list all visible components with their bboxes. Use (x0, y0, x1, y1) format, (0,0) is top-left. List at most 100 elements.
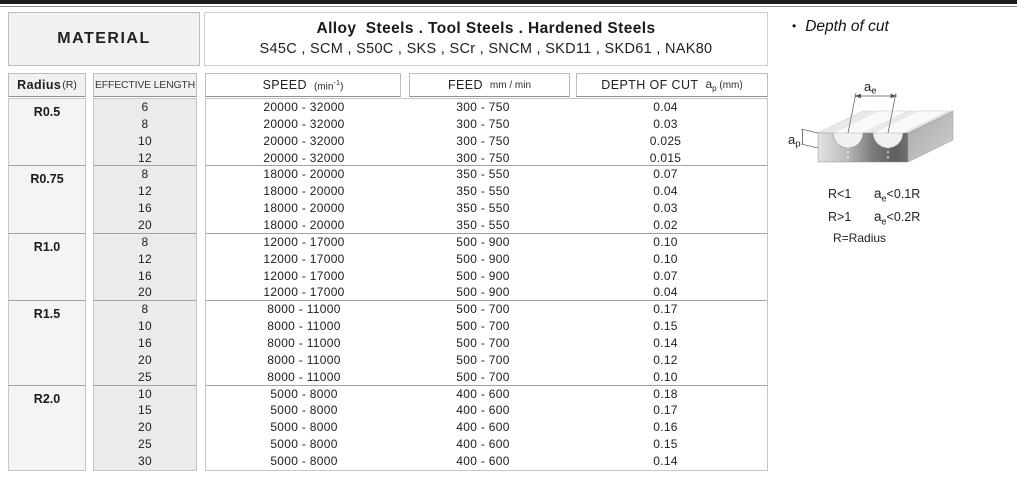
block-front-face (817, 132, 909, 163)
values-row: 20000 - 32000 300 - 750 0.04 (206, 99, 767, 116)
values-group: 8000 - 11000 500 - 700 0.17 8000 - 11000 500… (206, 301, 767, 386)
depth-cell: 0.14 (653, 454, 678, 469)
length-group: 8 10 16 20 25 (94, 301, 196, 386)
feed-cell: 500 - 700 (456, 319, 510, 334)
depth-cell: 0.04 (653, 285, 678, 300)
feed-cell: 400 - 600 (456, 454, 510, 469)
length-cell: 10 (138, 133, 152, 148)
length-cell: 12 (138, 184, 152, 199)
arrowhead (890, 93, 897, 99)
speed-cell: 8000 - 11000 (267, 302, 341, 317)
length-cell: 16 (138, 201, 152, 216)
length-cell: 8 (141, 167, 149, 182)
length-cell: 25 (138, 369, 152, 384)
depth-of-cut-heading: • Depth of cut (792, 18, 889, 35)
length-group: 6 8 10 12 (94, 99, 196, 167)
values-row: 12000 - 17000 500 - 900 0.10 (206, 234, 767, 251)
ap-extension-line (800, 128, 819, 134)
block-side-face (907, 110, 954, 163)
radius-legend: R=Radius (833, 231, 887, 245)
values-column: 20000 - 32000 300 - 750 0.04 20000 - 32000 3… (205, 98, 768, 471)
ap-extension-line (800, 143, 819, 149)
values-row: 8000 - 11000 500 - 700 0.10 (206, 369, 767, 386)
column-header-radius: Radius (R) (8, 73, 86, 97)
depth-cell: 0.02 (653, 218, 678, 233)
ae-rule-small-radius: R<1 ae<0.1R (828, 186, 921, 204)
length-cell: 16 (138, 268, 152, 283)
depth-cell: 0.07 (653, 167, 678, 182)
speed-cell: 18000 - 20000 (263, 201, 345, 216)
feed-cell: 500 - 900 (456, 268, 510, 283)
top-rule-thick (0, 0, 1017, 4)
speed-cell: 12000 - 17000 (263, 268, 345, 283)
feed-cell: 400 - 600 (456, 437, 510, 452)
depth-cell: 0.18 (653, 386, 678, 401)
values-row: 18000 - 20000 350 - 550 0.03 (206, 200, 767, 217)
steel-grades-list: S45C , SCM , S50C , SKS , SCr , SNCM , S… (259, 41, 713, 57)
values-row: 12000 - 17000 500 - 900 0.04 (206, 284, 767, 301)
length-cell: 10 (138, 386, 152, 401)
column-header-depth-of-cut: DEPTH OF CUT ap (mm) (576, 73, 768, 97)
depth-unit: ap (mm) (705, 77, 743, 93)
values-row: 18000 - 20000 350 - 550 0.04 (206, 183, 767, 200)
feed-cell: 300 - 750 (456, 150, 510, 165)
length-cell: 20 (138, 352, 152, 367)
speed-cell: 18000 - 20000 (263, 167, 345, 182)
length-column: 6 8 10 12 8 12 16 20 8 12 16 20 8 10 16 20 25 10 15 20 25 30 (93, 98, 197, 471)
length-cell: 15 (138, 403, 152, 418)
speed-cell: 20000 - 32000 (263, 150, 345, 165)
ae-extension-line (847, 92, 857, 134)
radius-label: R0.75 (30, 172, 64, 187)
length-cell: 12 (138, 251, 152, 266)
feed-cell: 400 - 600 (456, 386, 510, 401)
length-cell: 10 (138, 319, 152, 334)
column-header-feed: FEED mm / min (409, 73, 570, 97)
top-rule-thin (0, 6, 1017, 7)
depth-cell: 0.10 (653, 251, 678, 266)
values-row: 20000 - 32000 300 - 750 0.015 (206, 150, 767, 167)
material-label: MATERIAL (57, 30, 151, 47)
depth-cell: 0.15 (653, 319, 678, 334)
speed-cell: 5000 - 8000 (270, 454, 338, 469)
speed-cell: 12000 - 17000 (263, 251, 345, 266)
length-group: 8 12 16 20 (94, 234, 196, 302)
feed-cell: 500 - 700 (456, 369, 510, 384)
values-group: 18000 - 20000 350 - 550 0.07 18000 - 20000 3… (206, 166, 767, 234)
depth-of-cut-diagram: ae ap (788, 80, 954, 163)
values-row: 5000 - 8000 400 - 600 0.15 (206, 436, 767, 453)
ae-label: ae (864, 80, 877, 97)
length-cell: 20 (138, 285, 152, 300)
speed-cell: 5000 - 8000 (270, 386, 338, 401)
steel-grades-box: Alloy Steels . Tool Steels . Hardened St… (204, 12, 768, 66)
length-cell: 6 (141, 100, 149, 114)
feed-cell: 350 - 550 (456, 218, 510, 233)
length-cell: 8 (141, 116, 149, 131)
length-cell: 8 (141, 302, 149, 317)
values-group: 12000 - 17000 500 - 900 0.10 12000 - 17000 5… (206, 234, 767, 302)
values-row: 5000 - 8000 400 - 600 0.17 (206, 402, 767, 419)
speed-cell: 5000 - 8000 (270, 437, 338, 452)
values-row: 12000 - 17000 500 - 900 0.07 (206, 268, 767, 285)
depth-cell: 0.015 (649, 150, 682, 165)
length-cell: 20 (138, 420, 152, 435)
values-row: 8000 - 11000 500 - 700 0.17 (206, 301, 767, 318)
values-row: 8000 - 11000 500 - 700 0.14 (206, 335, 767, 352)
values-row: 20000 - 32000 300 - 750 0.025 (206, 133, 767, 150)
feed-cell: 400 - 600 (456, 403, 510, 418)
speed-cell: 5000 - 8000 (270, 403, 338, 418)
depth-cell: 0.17 (653, 302, 678, 317)
values-row: 18000 - 20000 350 - 550 0.07 (206, 166, 767, 183)
speed-cell: 8000 - 11000 (267, 336, 341, 351)
feed-cell: 500 - 700 (456, 336, 510, 351)
values-group: 20000 - 32000 300 - 750 0.04 20000 - 32000 3… (206, 99, 767, 167)
feed-unit: mm / min (489, 79, 532, 91)
length-cell: 12 (138, 150, 152, 165)
feed-cell: 400 - 600 (456, 420, 510, 435)
feed-cell: 500 - 900 (456, 285, 510, 300)
length-cell: 8 (141, 234, 149, 249)
length-cell: 30 (138, 454, 152, 469)
speed-cell: 18000 - 20000 (263, 218, 345, 233)
ae-extension-line (887, 92, 897, 134)
speed-cell: 8000 - 11000 (267, 319, 341, 334)
